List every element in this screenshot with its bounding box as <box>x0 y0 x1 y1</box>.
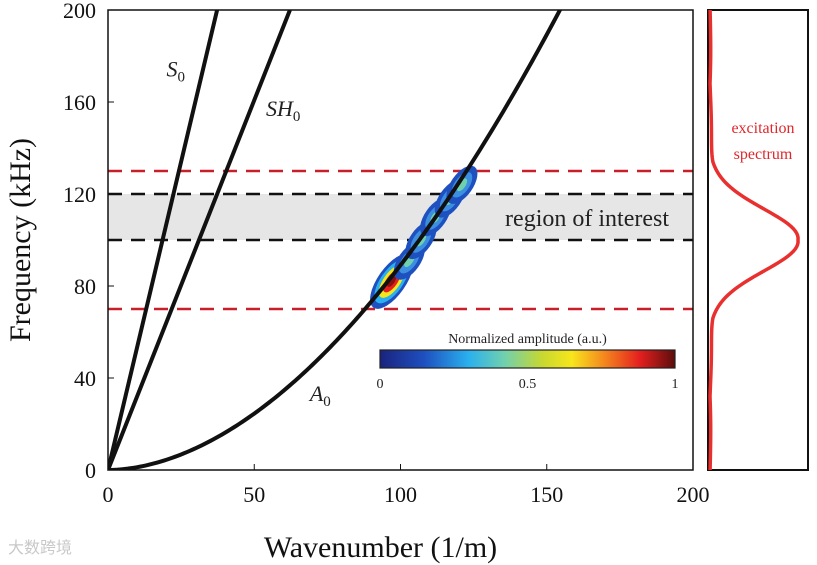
colorbar-tick-1: 0.5 <box>519 377 537 392</box>
curve-A0 <box>108 10 563 470</box>
curve-label-SH0: SH0 <box>266 96 300 125</box>
colorbar-tick-2: 1 <box>672 377 679 392</box>
curve-label-A0: A0 <box>308 381 331 410</box>
colorbar-tick-0: 0 <box>377 377 384 392</box>
y-tick-label: 80 <box>74 274 96 299</box>
region-of-interest-band <box>108 194 693 240</box>
watermark: 大数跨境 <box>8 538 72 557</box>
amplitude-contour <box>456 178 468 192</box>
y-axis-label: Frequency (kHz) <box>4 138 37 342</box>
x-tick-label: 150 <box>530 482 563 507</box>
excitation-spectrum-curve <box>708 9 800 471</box>
excitation-panel-frame <box>707 9 809 471</box>
y-tick-label: 120 <box>63 182 96 207</box>
curve-SH0 <box>108 10 292 470</box>
curve-label-S0: S0 <box>167 57 186 86</box>
y-tick-label: 0 <box>85 458 96 483</box>
x-tick-label: 50 <box>243 482 265 507</box>
x-tick-label: 200 <box>677 482 710 507</box>
amplitude-blob-5 <box>446 165 478 204</box>
amplitude-contour <box>387 275 397 287</box>
colorbar <box>379 349 676 369</box>
y-tick-label: 40 <box>74 366 96 391</box>
colorbar-title: Normalized amplitude (a.u.) <box>448 332 607 347</box>
excitation-label-line1: excitation <box>731 120 794 137</box>
excitation-label-line2: spectrum <box>734 146 793 163</box>
x-tick-label: 0 <box>103 482 114 507</box>
y-tick-label: 200 <box>63 0 96 23</box>
y-tick-label: 160 <box>63 90 96 115</box>
x-axis-label: Wavenumber (1/m) <box>264 531 497 564</box>
x-tick-label: 100 <box>384 482 417 507</box>
curve-S0 <box>108 10 220 470</box>
region-of-interest-label: region of interest <box>505 206 669 232</box>
